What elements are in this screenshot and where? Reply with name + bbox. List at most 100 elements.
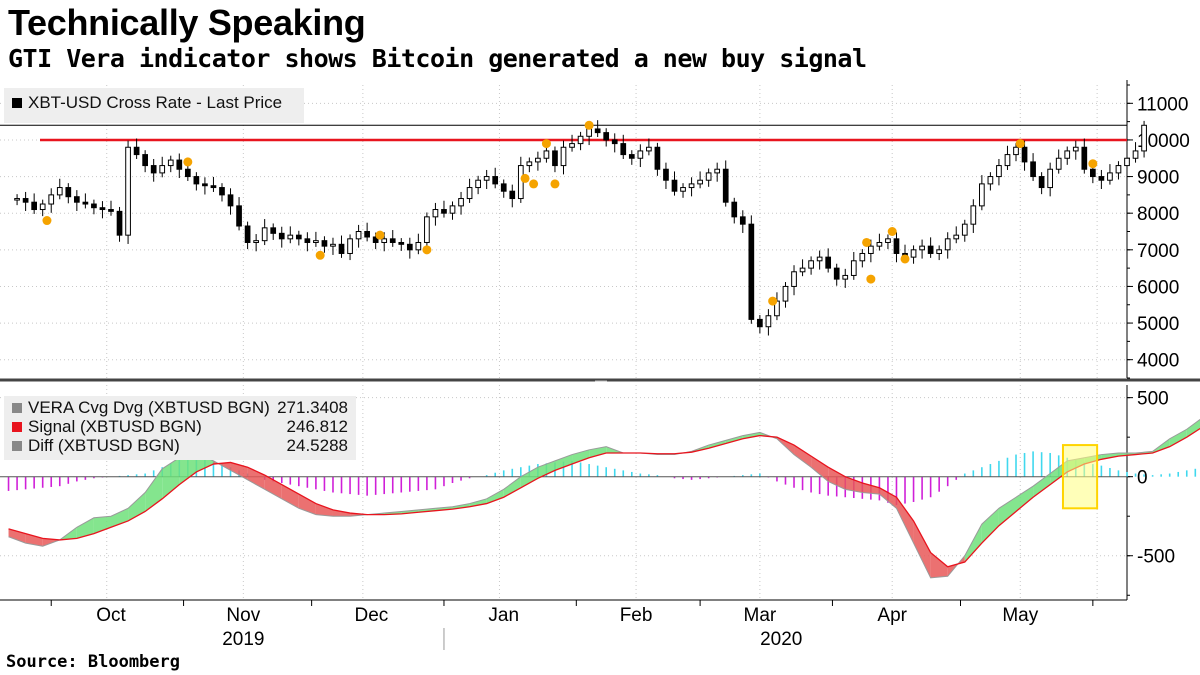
candle-body bbox=[253, 240, 259, 243]
bearish-band bbox=[332, 509, 351, 517]
candle-body bbox=[1115, 165, 1122, 174]
candle-body bbox=[1047, 168, 1054, 189]
candle-body bbox=[646, 146, 652, 152]
candle-body bbox=[628, 154, 635, 159]
bullish-band bbox=[469, 498, 487, 507]
candle-body bbox=[748, 223, 755, 320]
candle-body bbox=[22, 198, 29, 203]
candle-body bbox=[355, 231, 362, 240]
buy-signal-dot bbox=[900, 254, 910, 264]
price-ytick-label: 11000 bbox=[1137, 94, 1188, 115]
bullish-band bbox=[554, 454, 573, 471]
bullish-band bbox=[93, 516, 111, 534]
price-ytick-label: 9000 bbox=[1137, 168, 1179, 189]
candle-body bbox=[65, 187, 72, 198]
signal-legend-value: 246.812 bbox=[286, 416, 348, 436]
bearish-band bbox=[930, 552, 948, 578]
bullish-band bbox=[708, 440, 726, 449]
candle-body bbox=[731, 201, 738, 218]
candle-body bbox=[688, 183, 695, 189]
x-month-label: Dec bbox=[354, 605, 388, 626]
candle-body bbox=[381, 238, 388, 243]
candle-body bbox=[944, 238, 951, 251]
candle-body bbox=[321, 240, 328, 247]
candle-body bbox=[697, 179, 703, 185]
candle-body bbox=[432, 209, 439, 218]
buy-signal-dot bbox=[866, 274, 876, 284]
osc-ytick-label: -500 bbox=[1137, 547, 1175, 568]
candle-body bbox=[868, 245, 874, 254]
x-month-label: Jan bbox=[488, 605, 519, 626]
candle-body bbox=[1124, 157, 1130, 167]
candle-body bbox=[910, 249, 917, 258]
bullish-band bbox=[128, 492, 146, 521]
buy-signal-dot bbox=[520, 173, 530, 183]
candle-body bbox=[569, 143, 575, 148]
bullish-band bbox=[503, 476, 521, 498]
legend-row-vera: VERA Cvg Dvg (XBTUSD BGN) 271.3408 bbox=[4, 398, 356, 417]
buy-signal-dot bbox=[1088, 159, 1098, 169]
candle-body bbox=[594, 128, 601, 134]
buy-signal-dot bbox=[183, 157, 193, 167]
candle-body bbox=[39, 203, 46, 211]
candle-body bbox=[500, 183, 507, 192]
bullish-band bbox=[76, 517, 94, 539]
candle-body bbox=[125, 146, 131, 236]
bullish-band bbox=[162, 457, 180, 499]
candle-body bbox=[1072, 146, 1079, 152]
candle-body bbox=[996, 165, 1002, 178]
bearish-band bbox=[879, 487, 897, 509]
candle-body bbox=[210, 185, 217, 189]
candle-body bbox=[116, 210, 123, 236]
candle-body bbox=[424, 216, 430, 243]
candle-body bbox=[338, 243, 345, 254]
candle-body bbox=[1132, 150, 1139, 159]
candle-body bbox=[560, 146, 567, 167]
candle-body bbox=[509, 190, 516, 200]
price-ytick-label: 10000 bbox=[1137, 131, 1190, 152]
candle-body bbox=[850, 260, 857, 276]
candle-body bbox=[193, 176, 200, 185]
candle-body bbox=[159, 165, 166, 174]
bearish-band bbox=[913, 520, 931, 578]
candle-body bbox=[236, 205, 242, 227]
candle-body bbox=[791, 271, 797, 287]
bullish-band bbox=[998, 497, 1017, 526]
bullish-band bbox=[1186, 419, 1200, 438]
x-month-label: May bbox=[1002, 605, 1038, 626]
bullish-band bbox=[537, 460, 555, 479]
candle-body bbox=[757, 318, 763, 328]
candle-body bbox=[961, 223, 968, 236]
candle-body bbox=[714, 168, 721, 174]
bearish-band bbox=[862, 483, 880, 495]
candle-body bbox=[270, 227, 277, 234]
bullish-band bbox=[1169, 429, 1187, 447]
candle-body bbox=[552, 150, 558, 167]
bearish-band bbox=[281, 484, 299, 509]
diff-legend-label: Diff (XBTUSD BGN) bbox=[28, 435, 180, 455]
vera-legend-swatch bbox=[12, 402, 22, 413]
candle-body bbox=[287, 234, 294, 240]
candle-body bbox=[799, 267, 806, 273]
bearish-band bbox=[315, 503, 333, 517]
candle-body bbox=[637, 150, 644, 159]
bearish-band bbox=[896, 497, 914, 544]
x-month-label: Nov bbox=[226, 605, 260, 626]
candle-body bbox=[654, 146, 661, 170]
candle-body bbox=[313, 240, 319, 243]
candle-body bbox=[535, 157, 541, 163]
x-month-label: Feb bbox=[620, 605, 653, 626]
candle-body bbox=[1081, 146, 1088, 170]
candle-body bbox=[167, 159, 174, 167]
candle-body bbox=[936, 249, 943, 254]
signal-legend-label: Signal (XBTUSD BGN) bbox=[28, 416, 202, 436]
price-legend: XBT-USD Cross Rate - Last Price bbox=[4, 88, 304, 123]
candle-body bbox=[671, 179, 678, 192]
candle-body bbox=[987, 176, 994, 185]
candle-body bbox=[330, 243, 336, 247]
bullish-band bbox=[981, 508, 999, 544]
candle-body bbox=[278, 232, 285, 240]
bearish-band bbox=[264, 475, 282, 499]
candle-body bbox=[14, 198, 20, 201]
bearish-band bbox=[811, 456, 829, 482]
